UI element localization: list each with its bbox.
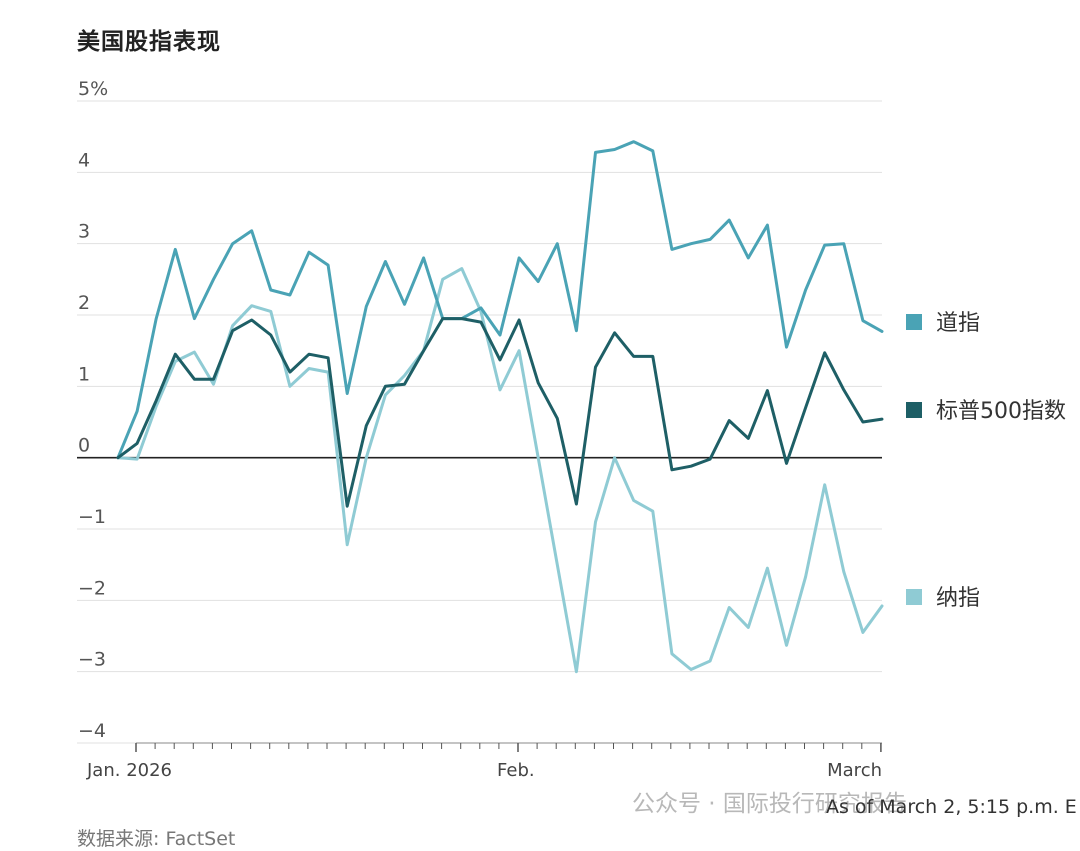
legend-label: 道指 [936, 311, 980, 336]
x-tick-label: Jan. 2026 [86, 760, 172, 781]
y-tick-label: −2 [78, 577, 106, 599]
series-line-0 [116, 140, 884, 460]
watermark-text: 公众号 · 国际投行研究报告 [632, 791, 907, 817]
x-axis: Jan. 2026 Feb. March [86, 742, 882, 781]
x-tick-label: March [827, 760, 882, 781]
y-tick-label: 1 [78, 363, 90, 385]
legend-label: 纳指 [936, 586, 980, 611]
y-tick-label: 2 [78, 292, 90, 314]
y-tick-label: 5% [78, 78, 108, 100]
y-tick-label: −1 [78, 506, 106, 528]
chart-title: 美国股指表现 [77, 29, 221, 55]
legend-swatch [906, 589, 922, 605]
legend-swatch [906, 402, 922, 418]
y-axis-ticks: 5% 4 3 2 1 0 −1 −2 −3 −4 [78, 78, 108, 742]
series-line-2 [116, 267, 884, 674]
as-of-note: As of March 2, 5:15 p.m. E [826, 796, 1077, 818]
legend-label: 标普500指数 [936, 399, 1066, 424]
legend-swatch [906, 314, 922, 330]
y-tick-label: 0 [78, 435, 90, 457]
source-note: 数据来源: FactSet [77, 828, 236, 850]
series-line-1 [116, 317, 884, 508]
series-lines [116, 140, 884, 674]
y-tick-label: 3 [78, 221, 90, 243]
y-tick-label: −3 [78, 649, 106, 671]
y-tick-label: −4 [78, 720, 106, 742]
gridlines [77, 100, 882, 744]
y-tick-label: 4 [78, 149, 90, 171]
x-tick-label: Feb. [497, 760, 535, 781]
